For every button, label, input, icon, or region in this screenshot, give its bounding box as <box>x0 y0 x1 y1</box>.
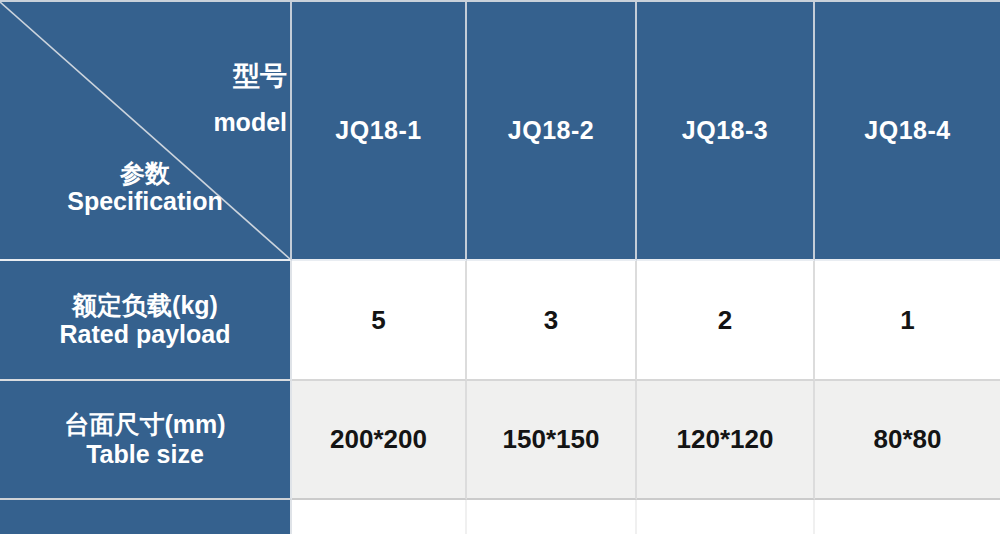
row-label-en: Table size <box>86 440 204 470</box>
partial-row-cell <box>467 500 637 534</box>
column-header-jq18-3: JQ18-3 <box>637 2 815 261</box>
partial-row-cell <box>292 500 467 534</box>
spec-label-zh: 参数 <box>0 159 290 187</box>
column-header-jq18-4: JQ18-4 <box>815 2 1000 261</box>
partial-row-cell <box>815 500 1000 534</box>
model-label-zh: 型号 <box>233 62 287 92</box>
value-cell-payload-jq18-1: 5 <box>292 261 467 381</box>
spec-table: 型号 model 参数 Specification JQ18-1 JQ18-2 … <box>0 0 1000 534</box>
value-cell-size-jq18-4: 80*80 <box>815 381 1000 500</box>
corner-cell: 型号 model 参数 Specification <box>0 2 292 261</box>
row-label-zh: 额定负载(kg) <box>72 291 218 321</box>
value-cell-size-jq18-1: 200*200 <box>292 381 467 500</box>
value-cell-payload-jq18-3: 2 <box>637 261 815 381</box>
partial-row-label-cell <box>0 500 292 534</box>
value-cell-payload-jq18-4: 1 <box>815 261 1000 381</box>
corner-spec-labels: 参数 Specification <box>0 159 290 215</box>
value-cell-size-jq18-2: 150*150 <box>467 381 637 500</box>
corner-model-labels: 型号 model <box>213 62 287 136</box>
row-label-zh: 台面尺寸(mm) <box>64 410 225 440</box>
row-label-en: Rated payload <box>60 320 231 350</box>
row-label-rated-payload: 额定负载(kg) Rated payload <box>0 261 292 381</box>
partial-row-cell <box>637 500 815 534</box>
column-header-jq18-2: JQ18-2 <box>467 2 637 261</box>
value-cell-payload-jq18-2: 3 <box>467 261 637 381</box>
column-header-jq18-1: JQ18-1 <box>292 2 467 261</box>
value-cell-size-jq18-3: 120*120 <box>637 381 815 500</box>
model-label-en: model <box>213 109 287 137</box>
row-label-table-size: 台面尺寸(mm) Table size <box>0 381 292 500</box>
spec-label-en: Specification <box>0 187 290 215</box>
